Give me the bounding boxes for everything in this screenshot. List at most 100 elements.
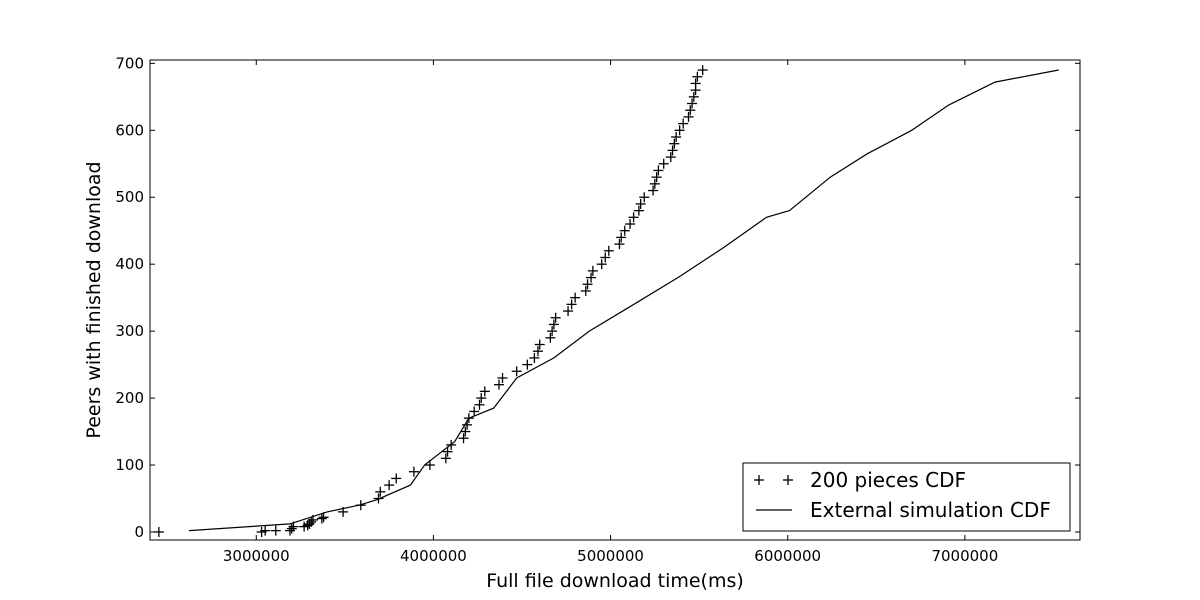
data-point-200-pieces	[697, 65, 708, 76]
legend-plus-marker	[754, 475, 764, 485]
data-point-200-pieces	[463, 413, 474, 424]
data-point-200-pieces	[635, 198, 646, 209]
data-point-200-pieces	[547, 326, 558, 337]
data-point-200-pieces	[458, 433, 469, 444]
x-tick-label: 3000000	[223, 547, 290, 565]
data-point-200-pieces	[442, 446, 453, 457]
y-tick-label: 0	[134, 523, 144, 541]
data-point-200-pieces	[563, 306, 574, 317]
data-point-200-pieces	[648, 185, 659, 196]
data-point-200-pieces	[616, 232, 627, 243]
data-point-200-pieces	[628, 212, 639, 223]
legend-marker-200-pieces	[754, 475, 793, 485]
data-point-200-pieces	[580, 285, 591, 296]
data-point-200-pieces	[270, 525, 281, 536]
x-tick-label: 6000000	[754, 547, 821, 565]
legend-label-200-pieces: 200 pieces CDF	[810, 468, 966, 492]
data-point-200-pieces	[391, 473, 402, 484]
data-point-200-pieces	[497, 372, 508, 383]
data-point-200-pieces	[671, 131, 682, 142]
data-point-200-pieces	[534, 339, 545, 350]
y-tick-label: 700	[115, 54, 144, 72]
legend: 200 pieces CDF External simulation CDF	[742, 462, 1071, 532]
data-point-200-pieces	[511, 366, 522, 377]
x-axis-label: Full file download time(ms)	[486, 570, 744, 592]
data-point-200-pieces	[614, 239, 625, 250]
data-point-200-pieces	[692, 71, 703, 82]
data-point-200-pieces	[688, 91, 699, 102]
data-point-200-pieces	[493, 379, 504, 390]
data-point-200-pieces	[469, 406, 480, 417]
series-line-layer	[188, 69, 1059, 532]
data-point-200-pieces	[529, 352, 540, 363]
data-point-200-pieces	[633, 205, 644, 216]
x-tick-label: 4000000	[400, 547, 467, 565]
data-point-200-pieces	[460, 426, 471, 437]
x-tick-label: 7000000	[931, 547, 998, 565]
legend-plus-marker	[783, 475, 793, 485]
data-point-200-pieces	[586, 272, 597, 283]
data-point-200-pieces	[479, 386, 490, 397]
data-point-200-pieces	[286, 523, 297, 534]
data-point-200-pieces	[639, 192, 650, 203]
ticks: 3000000 4000000 5000000 6000000 7000000 0 100 2…	[115, 54, 1080, 565]
data-point-200-pieces	[603, 245, 614, 256]
data-point-200-pieces	[653, 165, 664, 176]
x-tick-label: 5000000	[577, 547, 644, 565]
data-point-200-pieces	[316, 513, 327, 524]
data-point-200-pieces	[408, 466, 419, 477]
y-tick-label: 400	[115, 255, 144, 273]
data-point-200-pieces	[474, 399, 485, 410]
y-tick-label: 100	[115, 456, 144, 474]
data-point-200-pieces	[582, 279, 593, 290]
series-line-external-simulation	[188, 69, 1059, 532]
data-point-200-pieces	[690, 78, 701, 89]
data-point-200-pieces	[260, 525, 271, 536]
data-point-200-pieces	[375, 486, 386, 497]
y-axis-label: Peers with finished download	[83, 161, 105, 438]
series-marker-layer	[153, 65, 708, 537]
data-point-200-pieces	[476, 393, 487, 404]
data-point-200-pieces	[446, 439, 457, 450]
data-point-200-pieces	[678, 118, 689, 129]
data-point-200-pieces	[522, 359, 533, 370]
data-point-200-pieces	[462, 419, 473, 430]
y-tick-label: 500	[115, 188, 144, 206]
data-point-200-pieces	[338, 506, 349, 517]
data-point-200-pieces	[669, 138, 680, 149]
data-point-200-pieces	[306, 516, 317, 527]
data-point-200-pieces	[600, 252, 611, 263]
legend-box	[742, 462, 1071, 532]
data-point-200-pieces	[153, 526, 164, 537]
data-point-200-pieces	[683, 111, 694, 122]
data-point-200-pieces	[545, 332, 556, 343]
data-point-200-pieces	[625, 219, 636, 230]
data-point-200-pieces	[665, 152, 676, 163]
data-point-200-pieces	[384, 480, 395, 491]
data-point-200-pieces	[687, 98, 698, 109]
data-point-200-pieces	[318, 512, 329, 523]
data-point-200-pieces	[548, 319, 559, 330]
data-point-200-pieces	[651, 172, 662, 183]
data-point-200-pieces	[288, 521, 299, 532]
data-point-200-pieces	[566, 299, 577, 310]
y-tick-label: 200	[115, 389, 144, 407]
data-point-200-pieces	[587, 265, 598, 276]
y-tick-label: 300	[115, 322, 144, 340]
data-point-200-pieces	[355, 500, 366, 511]
data-point-200-pieces	[550, 312, 561, 323]
data-point-200-pieces	[307, 514, 318, 525]
data-point-200-pieces	[596, 259, 607, 270]
data-point-200-pieces	[532, 346, 543, 357]
data-point-200-pieces	[674, 125, 685, 136]
data-point-200-pieces	[424, 460, 435, 471]
data-point-200-pieces	[619, 225, 630, 236]
data-point-200-pieces	[373, 493, 384, 504]
data-point-200-pieces	[570, 292, 581, 303]
data-point-200-pieces	[685, 105, 696, 116]
data-point-200-pieces	[440, 453, 451, 464]
data-point-200-pieces	[649, 178, 660, 189]
legend-label-external-simulation: External simulation CDF	[810, 498, 1051, 522]
y-tick-label: 600	[115, 121, 144, 139]
